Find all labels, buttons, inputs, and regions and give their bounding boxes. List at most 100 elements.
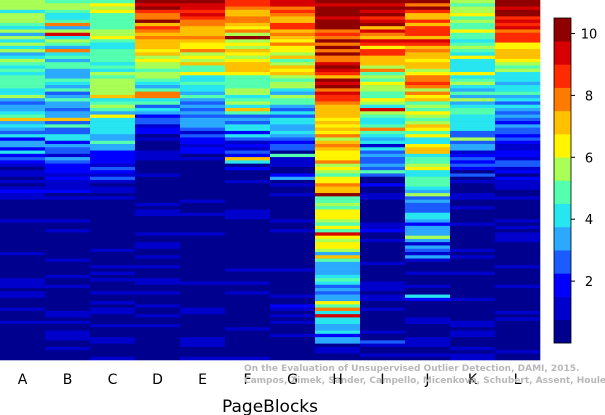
heatmap-cell — [90, 55, 136, 60]
heatmap-cell — [360, 124, 406, 128]
heatmap-cell — [495, 9, 541, 14]
heatmap-cell — [450, 356, 496, 361]
heatmap-cell — [450, 337, 496, 341]
heatmap-cell — [405, 189, 451, 194]
heatmap-cell — [225, 225, 271, 230]
heatmap-cell — [405, 39, 451, 43]
heatmap-cell — [360, 91, 406, 96]
heatmap-cell — [495, 157, 541, 161]
heatmap-cell — [135, 297, 181, 302]
heatmap-cell — [495, 330, 541, 335]
heatmap-cell — [360, 68, 406, 73]
heatmap-cell — [495, 265, 541, 269]
heatmap-cell — [45, 88, 91, 92]
heatmap-cell — [90, 104, 136, 109]
heatmap-cell — [495, 78, 541, 83]
heatmap-cell — [135, 261, 181, 266]
heatmap-cell — [180, 16, 226, 20]
heatmap-cell — [495, 268, 541, 272]
heatmap-cell — [450, 72, 496, 76]
colorbar-band — [554, 180, 571, 205]
heatmap-cell — [495, 81, 541, 86]
heatmap-cell — [360, 235, 406, 240]
heatmap-cell — [180, 288, 226, 292]
x-tick-label: H — [332, 372, 343, 388]
heatmap-cell — [270, 42, 316, 47]
heatmap-cell — [135, 0, 181, 4]
heatmap-cell — [135, 104, 181, 109]
heatmap-cell — [315, 98, 361, 102]
heatmap-cell — [270, 261, 316, 266]
heatmap-column — [225, 0, 271, 361]
heatmap-cell — [495, 75, 541, 79]
heatmap-cell — [495, 176, 541, 181]
heatmap-cell — [495, 340, 541, 344]
heatmap-cell — [90, 297, 136, 302]
heatmap-cell — [135, 170, 181, 174]
heatmap-cell — [225, 314, 271, 318]
heatmap-column — [405, 0, 451, 361]
heatmap-cell — [90, 350, 136, 354]
heatmap-cell — [315, 108, 361, 112]
heatmap-cell — [360, 265, 406, 269]
heatmap-cell — [180, 327, 226, 331]
heatmap-cell — [315, 284, 361, 289]
heatmap-cell — [315, 278, 361, 282]
heatmap-cell — [225, 333, 271, 338]
heatmap-cell — [315, 261, 361, 266]
heatmap-cell — [90, 202, 136, 207]
heatmap-cell — [360, 333, 406, 338]
heatmap-cell — [180, 137, 226, 142]
heatmap-cell — [315, 137, 361, 142]
heatmap-cell — [225, 19, 271, 24]
heatmap-cell — [0, 274, 46, 279]
heatmap-cell — [45, 134, 91, 138]
heatmap-cell — [405, 160, 451, 164]
heatmap-cell — [450, 225, 496, 230]
heatmap-cell — [0, 134, 46, 138]
heatmap-cell — [180, 108, 226, 112]
heatmap-cell — [90, 356, 136, 361]
heatmap-cell — [0, 350, 46, 354]
heatmap-cell — [360, 252, 406, 256]
heatmap-cell — [450, 78, 496, 83]
heatmap-cell — [405, 78, 451, 83]
heatmap-cell — [450, 13, 496, 17]
heatmap-cell — [450, 353, 496, 358]
heatmap-cell — [45, 36, 91, 40]
heatmap-cell — [45, 356, 91, 361]
heatmap-cell — [225, 212, 271, 217]
heatmap-cell — [360, 98, 406, 102]
heatmap-cell — [495, 68, 541, 73]
heatmap-cell — [360, 281, 406, 286]
heatmap-cell — [315, 127, 361, 132]
heatmap-cell — [180, 98, 226, 102]
heatmap-cell — [360, 157, 406, 161]
heatmap-cell — [90, 330, 136, 335]
heatmap-cell — [90, 6, 136, 11]
heatmap-cell — [135, 284, 181, 289]
heatmap-cell — [90, 75, 136, 79]
heatmap-cell — [495, 150, 541, 155]
heatmap-cell — [225, 202, 271, 207]
heatmap-cell — [405, 209, 451, 214]
x-tick-label: K — [468, 372, 478, 388]
heatmap-cell — [0, 68, 46, 73]
heatmap-cell — [360, 238, 406, 243]
heatmap-cell — [180, 68, 226, 73]
heatmap-cell — [495, 274, 541, 279]
heatmap-cell — [270, 288, 316, 292]
heatmap-cell — [315, 301, 361, 305]
heatmap-cell — [495, 346, 541, 351]
heatmap-cell — [45, 62, 91, 66]
heatmap-cell — [135, 88, 181, 92]
heatmap-cell — [180, 310, 226, 315]
heatmap-cell — [225, 186, 271, 191]
heatmap-cell — [450, 180, 496, 184]
heatmap-cell — [135, 111, 181, 115]
heatmap-cell — [315, 320, 361, 325]
heatmap-cell — [450, 202, 496, 207]
heatmap-cell — [450, 301, 496, 305]
heatmap-cell — [405, 340, 451, 344]
heatmap-cell — [360, 117, 406, 122]
